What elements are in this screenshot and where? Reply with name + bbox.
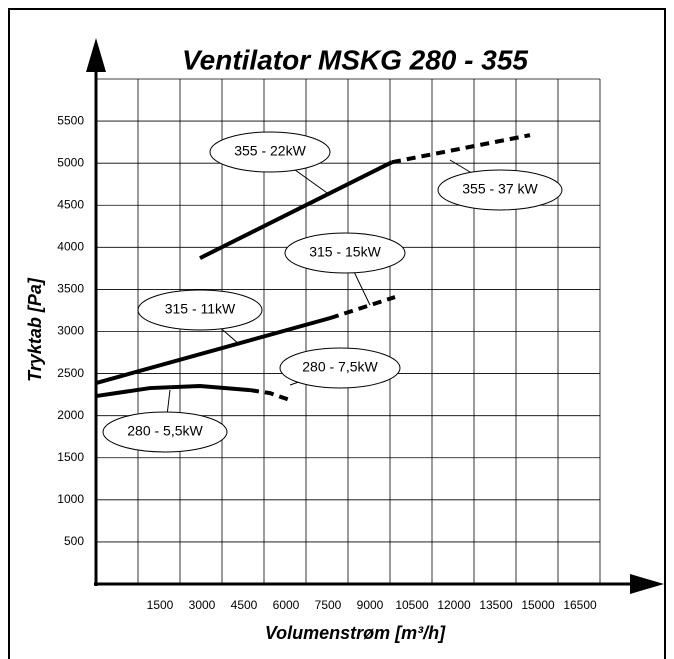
x-tick-label: 10500 [395,598,429,612]
chart-title: Ventilator MSKG 280 - 355 [182,44,528,75]
x-tick-label: 9000 [357,598,384,612]
label-bubble [284,232,406,274]
x-tick-label: 4500 [231,598,258,612]
series-label: 280 - 7,5kW [302,359,378,375]
y-tick-label: 1500 [57,450,84,464]
label-bubble [437,169,563,211]
x-tick-label: 15000 [521,598,555,612]
y-axis-title: Tryktab [Pa] [25,277,45,382]
series-line [95,316,331,386]
x-axis-arrow [630,574,664,594]
x-tick-label: 1500 [147,598,174,612]
series-label: 355 - 22kW [234,143,306,159]
y-tick-label: 2000 [57,408,84,422]
x-tick-label: 6000 [273,598,300,612]
series-label: 315 - 11kW [165,301,236,317]
label-bubble [209,131,331,173]
y-tick-label: 4500 [57,197,84,211]
series-line [95,384,251,399]
y-axis-arrow [86,38,106,72]
y-tick-label: 5500 [57,113,84,127]
x-tick-label: 16500 [563,598,597,612]
frame [8,8,666,659]
series-line [329,295,396,321]
x-tick-label: 12000 [437,598,471,612]
series-line [391,133,531,165]
y-tick-label: 500 [64,534,84,548]
series-line [199,160,393,260]
y-tick-label: 2500 [57,366,84,380]
y-tick-label: 3500 [57,282,84,296]
series-label: 355 - 37 kW [462,181,538,197]
x-axis-title: Volumenstrøm [m³/h] [265,623,446,643]
x-tick-label: 7500 [315,598,342,612]
label-bubble [279,347,401,389]
y-tick-label: 1000 [57,492,84,506]
y-tick-label: 4000 [57,240,84,254]
series-line [249,388,291,402]
x-tick-label: 3000 [189,598,216,612]
x-tick-label: 13500 [479,598,513,612]
series-label: 315 - 15kW [309,244,381,260]
y-tick-label: 3000 [57,324,84,338]
label-bubble [137,289,263,331]
label-bubble [102,411,228,453]
series-label: 280 - 5,5kW [127,423,203,439]
y-tick-label: 5000 [57,155,84,169]
